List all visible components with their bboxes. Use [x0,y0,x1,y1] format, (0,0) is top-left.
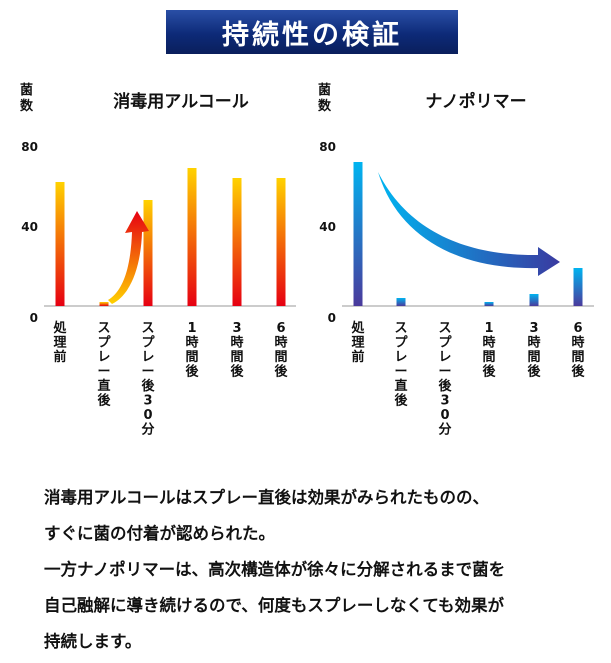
bar-5 [232,178,242,306]
y-tick-label: 0 [30,311,38,325]
category-label: 6 時間後 [274,321,288,380]
caption-line: 持続します。 [44,632,142,651]
bar-6 [573,268,583,306]
category-label: 処理前 [350,320,365,365]
charts-area: 消毒用アルコール 菌 数 0 40 80 処理前 スプレー直後 スプレー後 3 0 分 1 時間後… [20,82,594,438]
category-label: スプレー後 3 0 分 [141,321,155,438]
bar-4 [187,168,197,306]
bar-2 [396,298,406,306]
y-axis-label-1: 菌 [318,82,331,98]
category-label: 3 時間後 [527,321,541,380]
chart-title: 消毒用アルコール [113,91,249,112]
caption-line: 自己融解に導き続けるので、何度もスプレーしなくても効果が [44,596,505,615]
trend-arrow-up [108,211,149,304]
category-label: スプレー直後 [97,321,111,409]
bar-1 [55,182,65,306]
y-axis-label-2: 数 [20,98,34,114]
y-tick-label: 80 [21,140,38,154]
bar-4 [484,302,494,306]
y-tick-label: 80 [319,140,336,154]
y-axis-label-1: 菌 [20,82,33,98]
chart-nanopolymer: ナノポリマー 菌 数 0 40 80 処理前 スプレー直後 スプレー後 3 0 分 1 時間後 3 時… [318,82,594,438]
category-label: 6 時間後 [571,321,585,380]
y-axis-label-2: 数 [318,98,332,114]
caption-text: 消毒用アルコールはスプレー直後は効果がみられたものの、 すぐに菌の付着が認められ… [44,480,604,660]
bar-1 [353,162,363,306]
bar-6 [276,178,286,306]
caption-line: すぐに菌の付着が認められた。 [44,524,275,543]
category-label: スプレー直後 [394,321,408,409]
banner-title: 持続性の検証 [222,19,402,51]
y-tick-label: 40 [319,220,336,234]
bar-3 [143,200,153,306]
trend-arrow-down [378,172,560,276]
y-tick-label: 40 [21,220,38,234]
caption-line: 一方ナノポリマーは、高次構造体が徐々に分解されるまで菌を [44,560,506,579]
chart-alcohol: 消毒用アルコール 菌 数 0 40 80 処理前 スプレー直後 スプレー後 3 0 分 1 時間後… [20,82,296,438]
category-label: スプレー後 3 0 分 [438,321,452,438]
category-label: 3 時間後 [230,321,244,380]
chart-title: ナノポリマー [425,91,526,112]
category-label: 1 時間後 [185,321,199,380]
bar-2 [99,302,109,306]
caption-line: 消毒用アルコールはスプレー直後は効果がみられたものの、 [44,488,490,507]
section-banner: 持続性の検証 [166,10,458,54]
bar-5 [529,294,539,306]
y-tick-label: 0 [328,311,336,325]
category-label: 1 時間後 [482,321,496,380]
category-label: 処理前 [52,320,67,365]
